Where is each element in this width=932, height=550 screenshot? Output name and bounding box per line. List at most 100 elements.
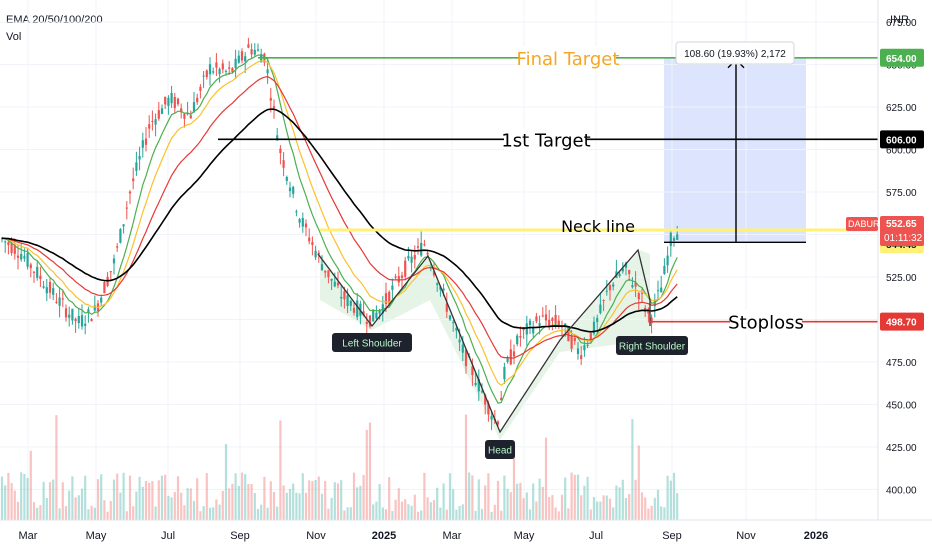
- candle-body: [356, 300, 359, 318]
- volume-bar: [589, 509, 592, 520]
- volume-bar: [202, 506, 205, 520]
- volume-bar: [0, 476, 4, 520]
- candle-body: [116, 246, 119, 248]
- price-tag: 552.65: [886, 219, 917, 230]
- candle-body: [180, 108, 183, 113]
- volume-bar: [52, 479, 55, 520]
- currency-label: INR: [890, 14, 909, 26]
- volume-bar: [596, 501, 599, 520]
- candle-body: [52, 288, 55, 295]
- candle-body: [349, 300, 352, 306]
- candle-body: [269, 97, 272, 101]
- volume-bar: [183, 505, 186, 520]
- volume-bar: [160, 475, 164, 520]
- volume-bar: [352, 472, 356, 520]
- pattern-label: Head: [488, 446, 512, 457]
- grid-layer: [0, 0, 878, 520]
- candle-body: [442, 288, 445, 291]
- candle-body: [272, 106, 276, 108]
- candle-body: [202, 75, 205, 77]
- candle-body: [388, 291, 391, 304]
- candle-body: [4, 241, 7, 243]
- x-tick-label: May: [86, 530, 107, 542]
- volume-bar: [132, 506, 135, 520]
- volume-bar: [343, 510, 346, 520]
- volume-bar: [96, 479, 100, 520]
- candle-body: [77, 315, 80, 324]
- candle-body: [631, 285, 634, 288]
- y-tick-label: 475.00: [886, 358, 917, 369]
- candle-body: [554, 314, 557, 324]
- volume-bar: [599, 501, 602, 520]
- candle-body: [10, 243, 13, 253]
- volume-bar: [426, 497, 429, 520]
- volume-bar: [247, 483, 250, 520]
- candle-body: [628, 270, 631, 274]
- volume-bar: [346, 507, 349, 520]
- measure-zone: [664, 57, 806, 243]
- volume-bar: [468, 472, 471, 520]
- candle-body: [292, 186, 295, 194]
- volume-bar: [13, 490, 16, 520]
- candle-body: [93, 305, 96, 311]
- volume-bar: [605, 495, 608, 520]
- volume-bar: [336, 483, 340, 520]
- volume-bar: [365, 429, 368, 520]
- volume-bar: [580, 495, 583, 520]
- indicator-label[interactable]: EMA 20/50/100/200: [6, 14, 103, 26]
- candle-body: [330, 278, 333, 281]
- candle-body: [650, 317, 653, 324]
- candle-body: [71, 308, 74, 321]
- volume-bar: [90, 505, 93, 520]
- volume-bar: [138, 476, 141, 520]
- volume-bar: [39, 505, 42, 520]
- volume-bar: [356, 487, 359, 520]
- volume-bar: [663, 507, 666, 520]
- volume-bar: [484, 485, 487, 520]
- candle-body: [340, 296, 343, 299]
- volume-bar: [624, 497, 628, 520]
- volume-bar: [436, 487, 439, 520]
- candle-body: [237, 55, 240, 63]
- candle-body: [196, 97, 199, 103]
- volume-bar: [7, 472, 10, 520]
- volume-bar: [189, 488, 192, 520]
- volume-layer: [0, 414, 679, 520]
- pattern-label: Right Shoulder: [619, 342, 686, 353]
- candle-body: [311, 241, 314, 246]
- volume-bar: [557, 511, 560, 520]
- volume-bar: [58, 508, 61, 520]
- candle-body: [503, 366, 506, 380]
- candle-body: [224, 70, 228, 72]
- volume-bar: [573, 474, 576, 520]
- volume-label[interactable]: Vol: [6, 31, 22, 43]
- candle-body: [80, 315, 84, 327]
- candle-body: [253, 49, 256, 55]
- volume-bar: [71, 476, 74, 520]
- candle-body: [304, 223, 308, 228]
- candle-body: [640, 292, 644, 294]
- volume-bar: [538, 478, 541, 520]
- candle-body: [288, 187, 292, 192]
- pattern-label-bg: [616, 336, 688, 355]
- volume-bar: [666, 475, 669, 520]
- volume-bar: [327, 508, 330, 520]
- y-tick-label: 450.00: [886, 400, 917, 411]
- candle-body: [426, 252, 429, 255]
- candle-body: [592, 321, 596, 334]
- volume-bar: [192, 501, 196, 520]
- volume-bar: [455, 509, 458, 520]
- volume-bar: [503, 475, 506, 520]
- volume-bar: [84, 475, 87, 520]
- volume-bar: [420, 510, 423, 520]
- candle-body: [416, 246, 420, 248]
- volume-bar: [32, 502, 36, 520]
- candle-body: [570, 335, 573, 349]
- candle-body: [141, 140, 144, 148]
- candle-body: [368, 315, 372, 327]
- candle-body: [535, 316, 538, 322]
- volume-bar: [221, 490, 224, 520]
- candle-body: [282, 160, 285, 168]
